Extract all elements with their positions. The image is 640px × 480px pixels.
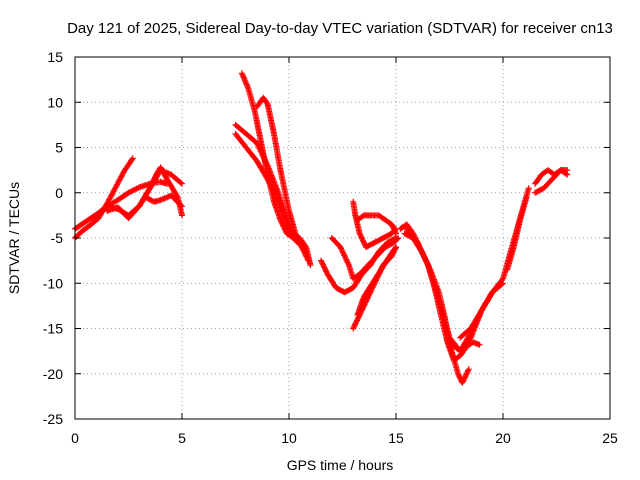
- series-track-20: [457, 185, 532, 341]
- y-axis-label: SDTVAR / TECUs: [6, 182, 22, 294]
- data-point: [298, 244, 305, 251]
- data-points: [72, 70, 571, 386]
- x-tick-label: 0: [71, 430, 79, 446]
- data-point: [114, 180, 121, 187]
- data-point: [305, 257, 312, 264]
- x-tick-labels: 0 5 10 15 20 25: [71, 430, 618, 446]
- x-tick-label: 5: [178, 430, 186, 446]
- data-point: [129, 187, 136, 194]
- data-point: [318, 259, 325, 265]
- series-track-9: [253, 94, 305, 251]
- data-point: [302, 252, 309, 259]
- data-point: [353, 318, 360, 325]
- x-tick-label: 10: [281, 430, 297, 446]
- data-point: [356, 230, 363, 237]
- y-tick-label: -20: [43, 366, 63, 382]
- data-point: [393, 244, 399, 251]
- data-point: [263, 99, 270, 106]
- x-axis-label: GPS time / hours: [287, 457, 394, 473]
- data-point: [352, 321, 359, 328]
- y-tick-label: -10: [43, 275, 63, 291]
- data-point: [323, 268, 330, 275]
- chart-title: Day 121 of 2025, Sidereal Day-to-day VTE…: [67, 20, 613, 37]
- data-point: [476, 341, 483, 348]
- series-track-4: [93, 167, 185, 219]
- data-point: [179, 180, 185, 187]
- series-track-15: [354, 244, 399, 318]
- y-tick-label: 10: [47, 94, 63, 110]
- data-point: [465, 366, 472, 373]
- series-track-18: [403, 225, 506, 355]
- y-tick-label: -15: [43, 321, 63, 337]
- data-point: [562, 170, 569, 177]
- series-track-8: [232, 130, 312, 264]
- series-track-23: [532, 167, 571, 196]
- data-point: [361, 240, 368, 246]
- data-point: [525, 185, 532, 192]
- data-point: [393, 230, 399, 237]
- axis-ticks: [74, 56, 611, 420]
- data-point: [359, 237, 366, 244]
- y-tick-label: 0: [55, 185, 63, 201]
- series-track-17: [401, 230, 472, 386]
- data-point: [119, 170, 126, 177]
- data-point: [128, 156, 135, 163]
- data-point: [177, 179, 184, 186]
- series-track-21: [504, 194, 530, 273]
- data-point: [292, 230, 299, 237]
- data-point: [296, 240, 303, 246]
- y-tick-label: -25: [43, 411, 63, 427]
- data-point: [392, 245, 399, 252]
- series-track-11: [328, 235, 402, 282]
- x-tick-label: 15: [388, 430, 404, 446]
- y-tick-label: 15: [47, 49, 63, 65]
- x-tick-label: 20: [495, 430, 511, 446]
- data-point: [307, 262, 314, 269]
- series-track-2: [72, 178, 170, 232]
- data-point: [179, 203, 185, 210]
- series-track-5: [142, 192, 185, 210]
- grid: [75, 57, 610, 419]
- data-point: [394, 236, 401, 243]
- data-point: [177, 202, 184, 209]
- data-point: [395, 235, 402, 241]
- data-point: [564, 171, 571, 178]
- data-point: [350, 324, 357, 331]
- y-tick-label: 5: [55, 140, 63, 156]
- series-track-1: [72, 155, 136, 241]
- y-tick-labels: -25 -20 -15 -10 -5 0 5 10 15: [43, 49, 63, 427]
- data-point: [295, 237, 302, 244]
- data-point: [523, 194, 530, 201]
- data-point: [129, 155, 136, 162]
- data-point: [179, 212, 185, 219]
- y-tick-label: -5: [51, 230, 64, 246]
- series-track-13: [354, 212, 399, 237]
- x-tick-label: 25: [602, 430, 618, 446]
